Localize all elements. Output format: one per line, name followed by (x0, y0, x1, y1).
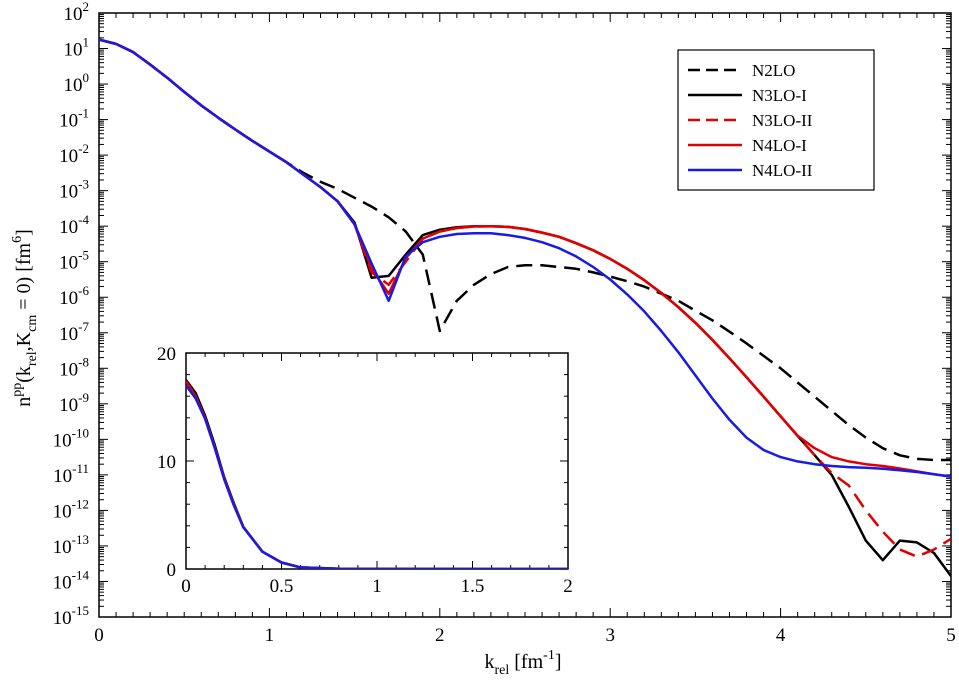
y-tick-label: 10-1 (59, 106, 89, 132)
y-tick-label: 10-12 (53, 496, 89, 522)
legend-label: N3LO-II (752, 111, 813, 130)
y-tick-label: 10-13 (53, 532, 89, 558)
x-tick-label: 0 (94, 625, 104, 646)
y-tick-label: 10-4 (59, 212, 89, 238)
legend-label: N4LO-II (752, 161, 813, 180)
inset-y-tick-label: 0 (167, 560, 177, 581)
inset-frame (185, 352, 569, 570)
y-tick-label: 10-2 (59, 141, 89, 167)
inset-series-line-n4lo-ii (186, 384, 568, 569)
y-tick-label: 100 (64, 70, 90, 96)
y-tick-label: 101 (64, 35, 90, 61)
inset-x-tick-label: 0.5 (270, 576, 294, 597)
y-tick-label: 10-7 (59, 319, 89, 345)
y-tick-label: 10-10 (53, 425, 89, 451)
x-tick-label: 5 (946, 625, 956, 646)
legend: N2LO N3LO-I N3LO-II N4LO-I N4LO-II (677, 49, 875, 191)
legend-label: N3LO-I (752, 86, 807, 105)
inset-y-tick-label: 20 (157, 344, 176, 365)
x-axis-title: krel [fm-1] (485, 648, 562, 678)
x-tick-label: 1 (265, 625, 275, 646)
y-tick-label: 10-3 (59, 177, 89, 203)
inset-y-tick-label: 10 (157, 452, 176, 473)
inset-x-tick-label: 0 (181, 576, 191, 597)
y-axis-title: npp(krel,Kcm = 0) [fm6] (10, 229, 40, 407)
inset-x-tick-label: 1 (372, 576, 382, 597)
legend-label: N2LO (752, 61, 795, 80)
y-tick-label: 10-14 (53, 567, 90, 593)
inset-series-group (186, 379, 568, 569)
inset-x-tick-label: 1.5 (461, 576, 485, 597)
y-tick-label: 10-8 (59, 354, 89, 380)
y-tick-label: 10-15 (53, 603, 89, 629)
y-tick-label: 102 (64, 0, 90, 25)
y-tick-label: 10-9 (59, 390, 89, 416)
y-tick-label: 10-11 (53, 461, 89, 487)
main-series-group (99, 38, 951, 577)
x-tick-label: 2 (435, 625, 445, 646)
y-tick-label: 10-6 (59, 283, 89, 309)
x-tick-label: 3 (605, 625, 615, 646)
main-plot: 0 1 2 3 4 510-1510-1410-1310-1210-1110-1010-9… (53, 0, 956, 646)
legend-label: N4LO-I (752, 136, 807, 155)
y-tick-label: 10-5 (59, 248, 89, 274)
x-tick-label: 4 (776, 625, 786, 646)
series-line-n4lo-ii (99, 38, 951, 478)
inset-x-tick-label: 2 (563, 576, 573, 597)
